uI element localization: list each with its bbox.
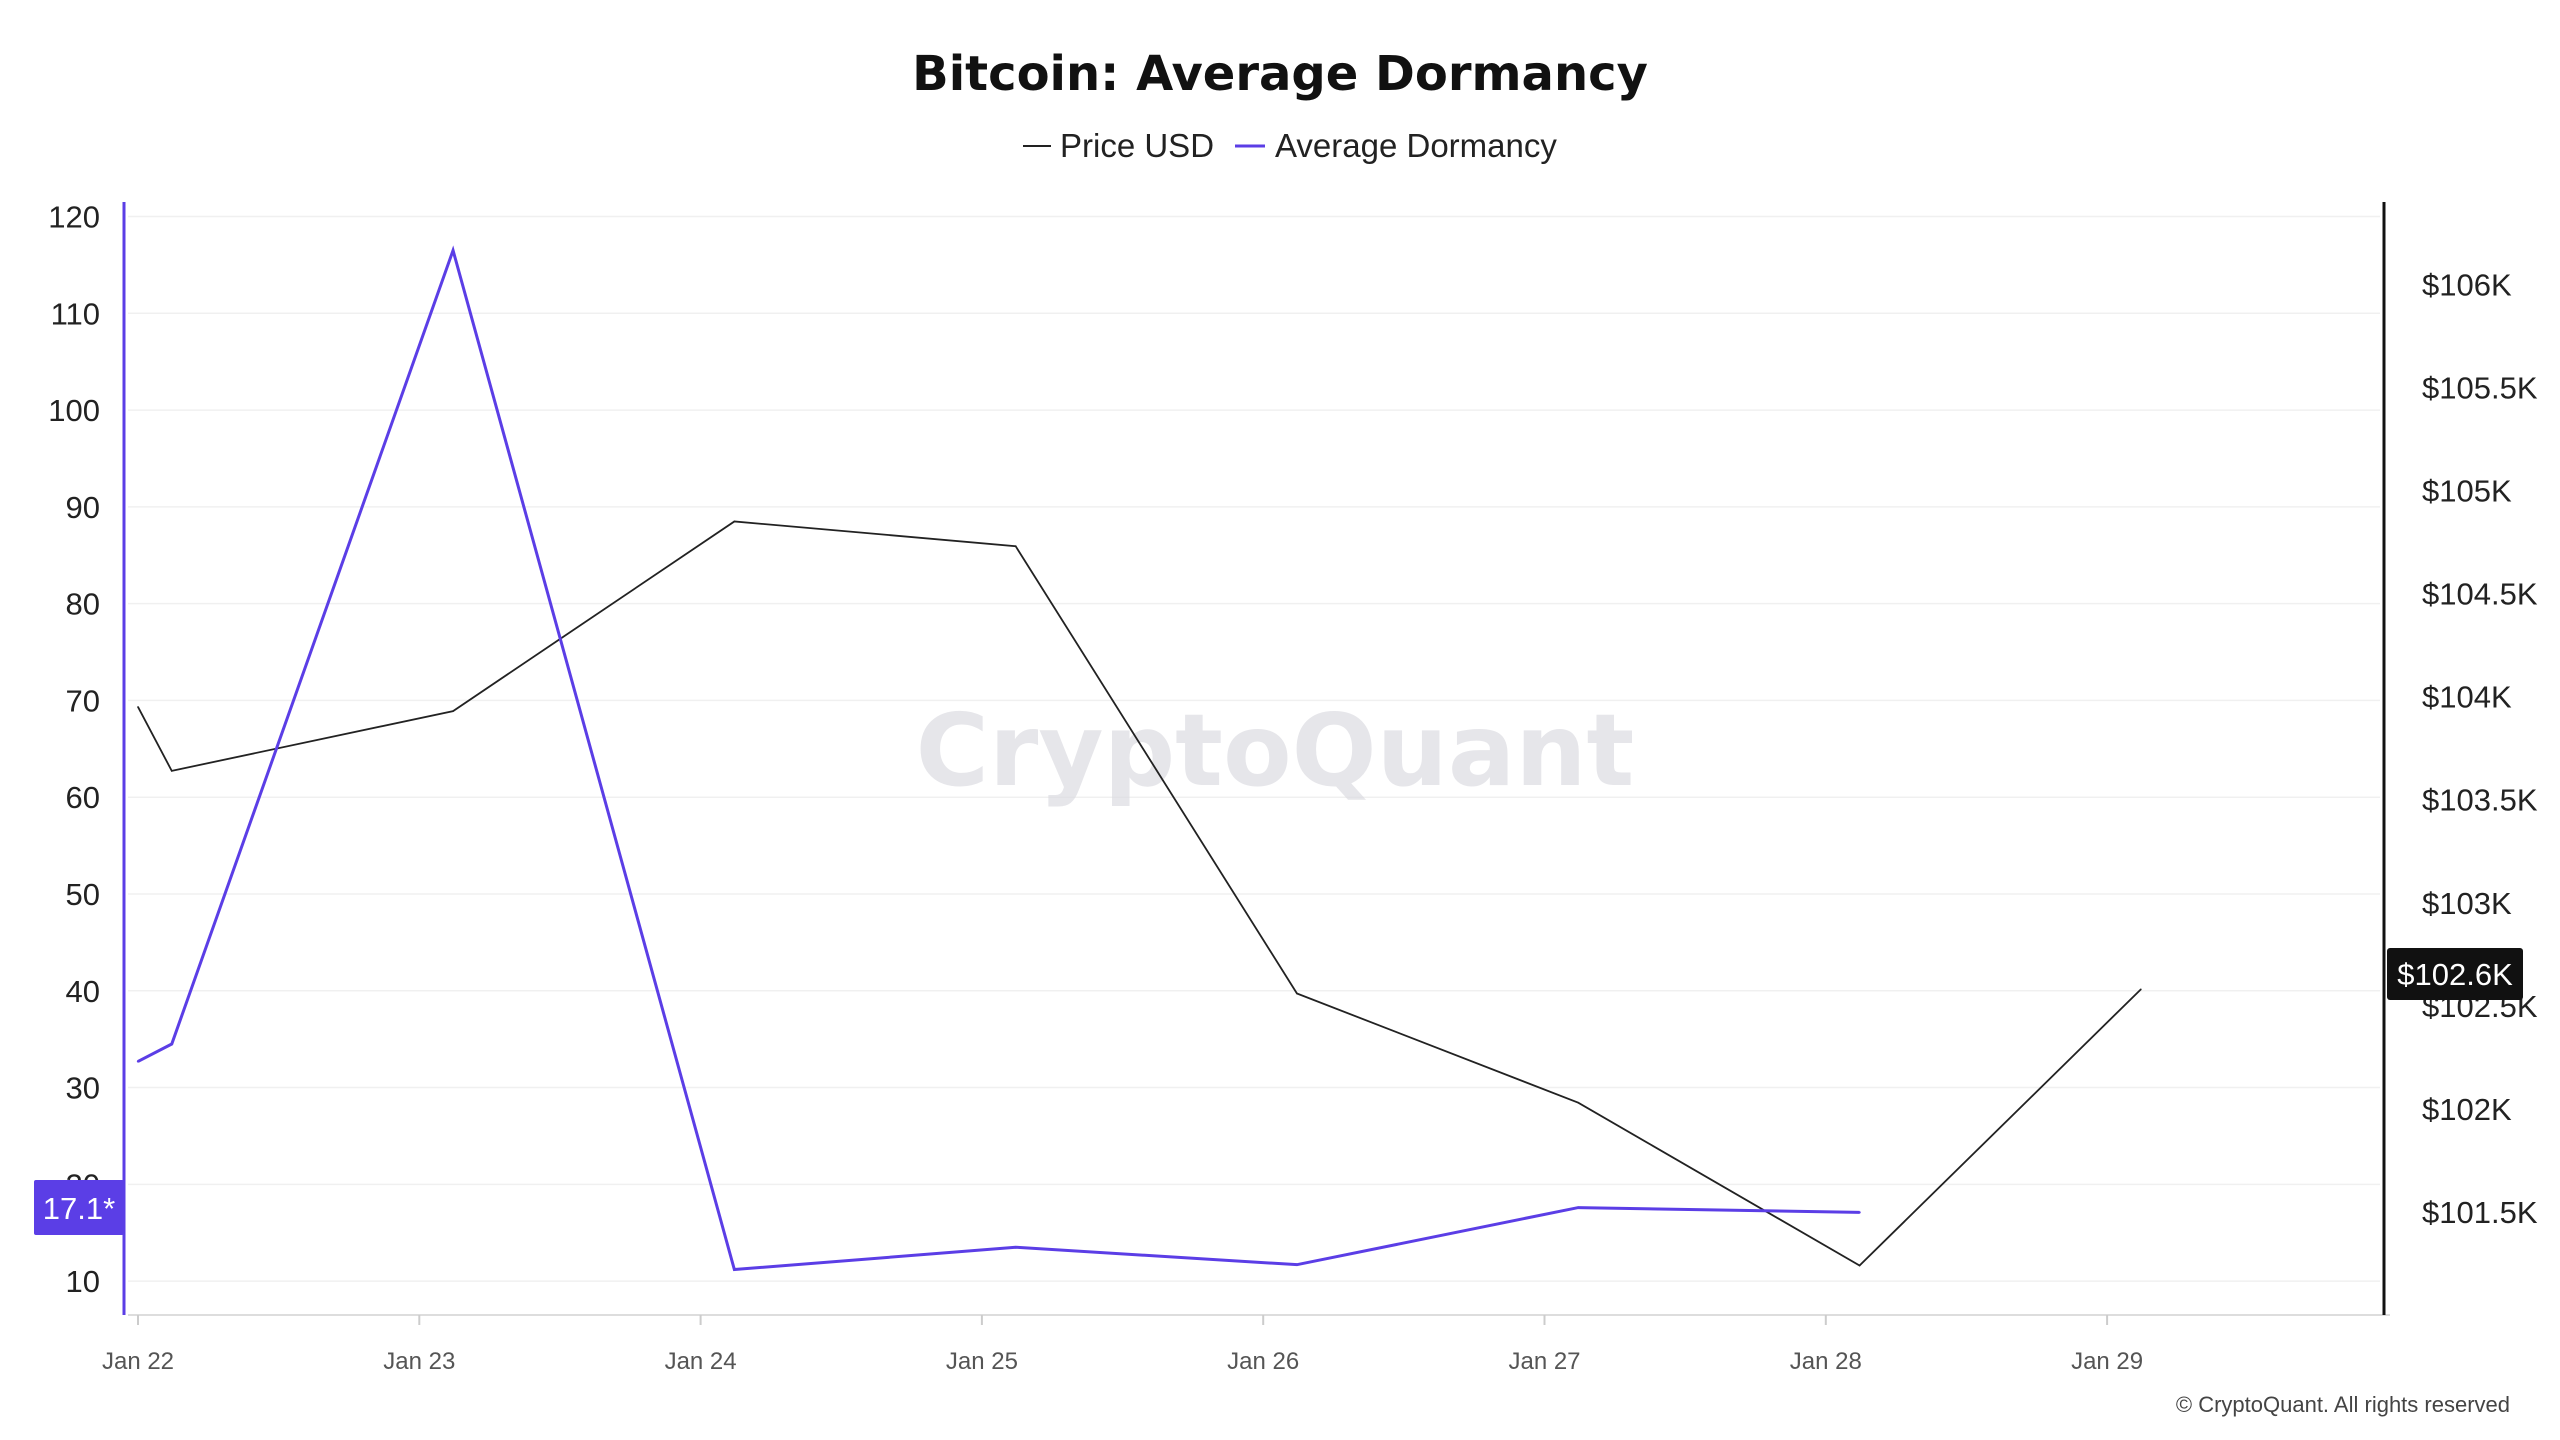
left-tick-label: 60 (66, 780, 100, 815)
left-tick-label: 120 (48, 200, 100, 235)
copyright: © CryptoQuant. All rights reserved (2176, 1392, 2510, 1417)
price-data-point (1014, 545, 1017, 548)
x-tick-label: Jan 26 (1227, 1348, 1299, 1375)
x-tick-label: Jan 23 (383, 1348, 455, 1375)
chart-title: Bitcoin: Average Dormancy (912, 46, 1648, 102)
price-usd-points (137, 520, 2142, 1267)
dormancy-data-point (451, 249, 455, 252)
right-tick-label: $105.5K (2422, 371, 2538, 406)
price-data-point (2140, 988, 2142, 991)
dormancy-badge: 17.1* (34, 1180, 124, 1235)
left-tick-label: 40 (66, 974, 100, 1009)
price-data-point (1296, 992, 1298, 995)
legend-price-label: Price USD (1060, 127, 1214, 164)
left-tick-label: 30 (66, 1071, 100, 1106)
dormancy-data-point (733, 1268, 736, 1271)
right-tick-label: $104K (2422, 680, 2512, 715)
price-data-point (1577, 1101, 1580, 1104)
legend[interactable]: Price USD Average Dormancy (1023, 127, 1557, 164)
left-tick-label: 50 (66, 877, 100, 912)
left-axis-ticks: 102030405060708090100110120 (48, 200, 100, 1300)
price-badge-bg (2387, 948, 2523, 1000)
x-tick-label: Jan 24 (665, 1348, 737, 1375)
x-tick-label: Jan 27 (1508, 1348, 1580, 1375)
dormancy-data-point (1577, 1206, 1580, 1209)
right-tick-label: $105K (2422, 474, 2512, 509)
average-dormancy-line[interactable] (137, 245, 1860, 1272)
legend-item-dormancy[interactable]: Average Dormancy (1235, 127, 1557, 164)
left-tick-label: 90 (66, 490, 100, 525)
left-tick-label: 100 (48, 393, 100, 428)
dormancy-badge-bg (34, 1180, 124, 1235)
price-badge: $102.6K (2387, 948, 2523, 1000)
left-tick-label: 70 (66, 683, 100, 718)
right-tick-label: $106K (2422, 267, 2512, 302)
average-dormancy-points (136, 249, 1861, 1271)
right-tick-label: $103.5K (2422, 783, 2538, 818)
watermark: CryptoQuant (916, 692, 1635, 809)
right-tick-label: $104.5K (2422, 577, 2538, 612)
price-badge-label: $102.6K (2397, 957, 2513, 992)
legend-item-price[interactable]: Price USD (1023, 127, 1214, 164)
x-tick-label: Jan 25 (946, 1348, 1018, 1375)
dormancy-data-point (1858, 1211, 1861, 1214)
left-tick-label: 10 (66, 1264, 100, 1299)
left-tick-label: 110 (51, 296, 100, 331)
dormancy-badge-label: 17.1* (43, 1191, 115, 1226)
x-tick-label: Jan 28 (1790, 1348, 1862, 1375)
dormancy-data-point (170, 1042, 173, 1046)
gridlines (128, 215, 2380, 1282)
x-tick-label: Jan 22 (102, 1348, 174, 1375)
price-data-point (170, 770, 173, 772)
price-data-point (452, 710, 454, 712)
price-data-point (1858, 1264, 1861, 1267)
left-tick-label: 80 (66, 587, 100, 622)
x-axis-ticks: Jan 22 Jan 23 Jan 24 Jan 25 Jan 26 Jan 27 Jan … (102, 1315, 2143, 1375)
legend-dormancy-label: Average Dormancy (1275, 127, 1557, 164)
right-axis-ticks: $101.5K$102K$102.5K$103K$103.5K$104K$104… (2422, 267, 2538, 1230)
x-tick-label: Jan 29 (2071, 1348, 2143, 1375)
price-data-point (733, 520, 736, 523)
right-tick-label: $102K (2422, 1092, 2512, 1127)
dormancy-data-point (1295, 1263, 1299, 1266)
dormancy-data-point (136, 1060, 140, 1063)
right-tick-label: $103K (2422, 886, 2512, 921)
dormancy-data-point (1014, 1246, 1017, 1249)
right-tick-label: $101.5K (2422, 1195, 2538, 1230)
price-data-point (137, 706, 139, 708)
